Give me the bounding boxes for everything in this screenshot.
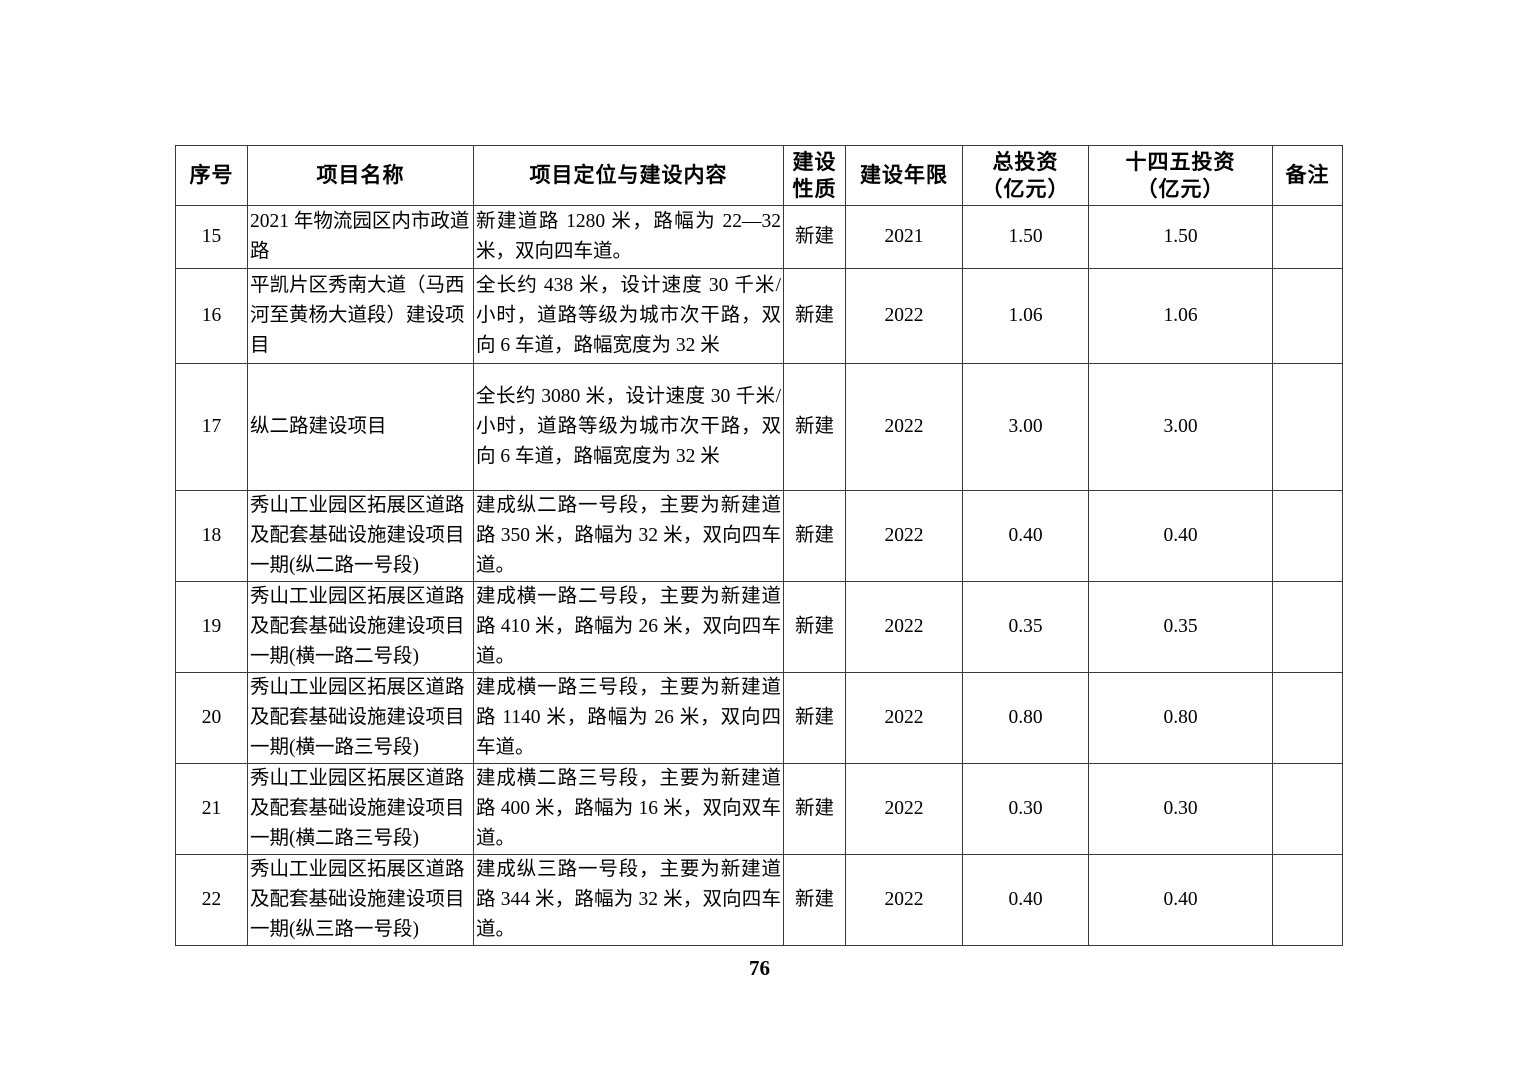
cell-project-name: 秀山工业园区拓展区道路及配套基础设施建设项目一期(横一路三号段): [247, 672, 474, 764]
cell-serial: 17: [175, 363, 248, 491]
table-row: 17 纵二路建设项目 全长约 3080 米，设计速度 30 千米/小时，道路等级…: [175, 363, 1343, 491]
cell-serial: 22: [175, 854, 248, 946]
cell-total-investment: 3.00: [962, 363, 1089, 491]
cell-serial: 21: [175, 763, 248, 855]
cell-project-content: 建成纵三路一号段，主要为新建道路 344 米，路幅为 32 米，双向四车道。: [473, 854, 784, 946]
header-total-investment: 总投资 （亿元）: [962, 145, 1089, 206]
table-row: 20 秀山工业园区拓展区道路及配套基础设施建设项目一期(横一路三号段) 建成横一…: [175, 672, 1343, 764]
cell-years: 2022: [845, 763, 963, 855]
cell-fyp-investment: 1.06: [1088, 268, 1273, 364]
cell-serial: 15: [175, 205, 248, 269]
cell-project-name: 秀山工业园区拓展区道路及配套基础设施建设项目一期(横二路三号段): [247, 763, 474, 855]
cell-nature: 新建: [783, 672, 846, 764]
cell-project-name: 秀山工业园区拓展区道路及配套基础设施建设项目一期(横一路二号段): [247, 581, 474, 673]
header-project-content: 项目定位与建设内容: [473, 145, 784, 206]
header-construction-nature: 建设 性质: [783, 145, 846, 206]
cell-total-investment: 0.30: [962, 763, 1089, 855]
table-row: 16 平凯片区秀南大道（马西河至黄杨大道段）建设项目 全长约 438 米，设计速…: [175, 268, 1343, 364]
cell-years: 2022: [845, 854, 963, 946]
header-note: 备注: [1272, 145, 1343, 206]
table-row: 21 秀山工业园区拓展区道路及配套基础设施建设项目一期(横二路三号段) 建成横二…: [175, 763, 1343, 855]
cell-total-investment: 0.80: [962, 672, 1089, 764]
cell-fyp-investment: 0.40: [1088, 490, 1273, 582]
cell-fyp-investment: 0.35: [1088, 581, 1273, 673]
cell-nature: 新建: [783, 854, 846, 946]
cell-note: [1272, 581, 1343, 673]
cell-nature: 新建: [783, 490, 846, 582]
cell-project-name: 2021 年物流园区内市政道路: [247, 205, 474, 269]
cell-note: [1272, 672, 1343, 764]
cell-serial: 19: [175, 581, 248, 673]
cell-nature: 新建: [783, 268, 846, 364]
cell-project-content: 新建道路 1280 米，路幅为 22—32 米，双向四车道。: [473, 205, 784, 269]
cell-years: 2022: [845, 581, 963, 673]
header-project-name: 项目名称: [247, 145, 474, 206]
cell-years: 2022: [845, 490, 963, 582]
cell-project-content: 建成横二路三号段，主要为新建道路 400 米，路幅为 16 米，双向双车道。: [473, 763, 784, 855]
cell-note: [1272, 490, 1343, 582]
project-investment-table: 序号 项目名称 项目定位与建设内容 建设 性质 建设年限 总投资 （亿元） 十四…: [175, 145, 1343, 946]
cell-note: [1272, 205, 1343, 269]
table-header-row: 序号 项目名称 项目定位与建设内容 建设 性质 建设年限 总投资 （亿元） 十四…: [175, 145, 1343, 206]
table-row: 15 2021 年物流园区内市政道路 新建道路 1280 米，路幅为 22—32…: [175, 205, 1343, 269]
cell-project-content: 建成纵二路一号段，主要为新建道路 350 米，路幅为 32 米，双向四车道。: [473, 490, 784, 582]
cell-serial: 16: [175, 268, 248, 364]
cell-total-investment: 0.40: [962, 490, 1089, 582]
cell-nature: 新建: [783, 205, 846, 269]
cell-total-investment: 0.40: [962, 854, 1089, 946]
cell-note: [1272, 268, 1343, 364]
cell-note: [1272, 763, 1343, 855]
cell-years: 2022: [845, 268, 963, 364]
cell-project-name: 平凯片区秀南大道（马西河至黄杨大道段）建设项目: [247, 268, 474, 364]
header-construction-years: 建设年限: [845, 145, 963, 206]
cell-total-investment: 1.06: [962, 268, 1089, 364]
cell-years: 2021: [845, 205, 963, 269]
cell-note: [1272, 854, 1343, 946]
cell-fyp-investment: 0.80: [1088, 672, 1273, 764]
cell-fyp-investment: 0.30: [1088, 763, 1273, 855]
cell-fyp-investment: 0.40: [1088, 854, 1273, 946]
cell-total-investment: 0.35: [962, 581, 1089, 673]
page-number: 76: [749, 956, 770, 980]
cell-fyp-investment: 1.50: [1088, 205, 1273, 269]
cell-years: 2022: [845, 363, 963, 491]
cell-nature: 新建: [783, 581, 846, 673]
cell-serial: 20: [175, 672, 248, 764]
cell-note: [1272, 363, 1343, 491]
table-row: 18 秀山工业园区拓展区道路及配套基础设施建设项目一期(纵二路一号段) 建成纵二…: [175, 490, 1343, 582]
cell-project-content: 建成横一路二号段，主要为新建道路 410 米，路幅为 26 米，双向四车道。: [473, 581, 784, 673]
cell-nature: 新建: [783, 763, 846, 855]
cell-project-content: 全长约 3080 米，设计速度 30 千米/小时，道路等级为城市次干路，双向 6…: [473, 363, 784, 491]
cell-years: 2022: [845, 672, 963, 764]
cell-serial: 18: [175, 490, 248, 582]
header-fyp-investment: 十四五投资 （亿元）: [1088, 145, 1273, 206]
cell-nature: 新建: [783, 363, 846, 491]
cell-project-name: 秀山工业园区拓展区道路及配套基础设施建设项目一期(纵三路一号段): [247, 854, 474, 946]
table-row: 22 秀山工业园区拓展区道路及配套基础设施建设项目一期(纵三路一号段) 建成纵三…: [175, 854, 1343, 946]
cell-project-name: 秀山工业园区拓展区道路及配套基础设施建设项目一期(纵二路一号段): [247, 490, 474, 582]
cell-fyp-investment: 3.00: [1088, 363, 1273, 491]
cell-project-name: 纵二路建设项目: [247, 363, 474, 491]
cell-project-content: 全长约 438 米，设计速度 30 千米/小时，道路等级为城市次干路，双向 6 …: [473, 268, 784, 364]
header-serial: 序号: [175, 145, 248, 206]
cell-total-investment: 1.50: [962, 205, 1089, 269]
cell-project-content: 建成横一路三号段，主要为新建道路 1140 米，路幅为 26 米，双向四车道。: [473, 672, 784, 764]
table-row: 19 秀山工业园区拓展区道路及配套基础设施建设项目一期(横一路二号段) 建成横一…: [175, 581, 1343, 673]
